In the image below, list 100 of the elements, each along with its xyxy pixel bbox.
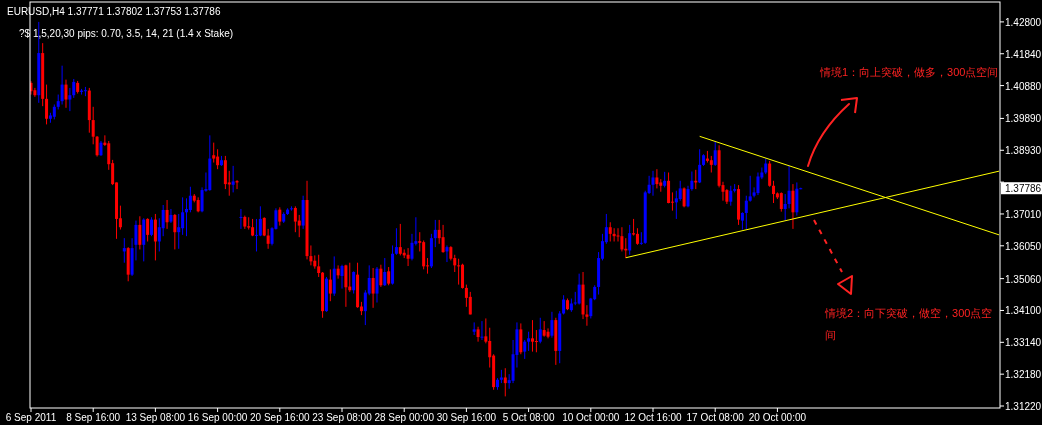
candlestick — [165, 199, 169, 230]
x-tick-label: 28 Sep 00:00 — [374, 412, 435, 423]
candlestick — [406, 247, 410, 267]
candlestick — [791, 183, 795, 230]
candlestick — [293, 205, 297, 233]
candlestick — [410, 233, 414, 261]
candlestick — [589, 297, 593, 319]
annotation: 情境1：向上突破，做多，300点空间 — [820, 66, 999, 78]
candlestick — [371, 267, 375, 309]
candlestick — [768, 160, 772, 188]
candlestick — [258, 205, 262, 237]
x-tick-label: 5 Oct 08:00 — [502, 412, 555, 423]
candlestick — [744, 195, 748, 230]
candlestick — [60, 65, 64, 105]
candlestick — [212, 142, 216, 164]
candlestick — [138, 215, 142, 250]
x-tick-label: 30 Sep 16:00 — [436, 412, 497, 423]
candlestick — [519, 322, 523, 355]
candlestick — [173, 213, 177, 250]
candlestick — [177, 213, 181, 250]
candlestick — [150, 216, 154, 237]
candlestick — [328, 268, 332, 302]
candlestick — [379, 264, 383, 288]
x-tick-label: 20 Sep 16:00 — [250, 412, 310, 423]
candlestick — [628, 224, 632, 256]
candlestick — [620, 226, 624, 252]
candlestick — [398, 223, 402, 256]
candlestick — [317, 254, 321, 278]
y-tick-label: 1.35060 — [1005, 273, 1042, 285]
candlestick — [181, 196, 185, 236]
candlestick — [146, 217, 150, 242]
candlestick — [530, 319, 534, 353]
candlestick — [729, 185, 733, 207]
candlestick — [185, 197, 188, 237]
candlestick — [523, 339, 527, 360]
candlestick — [476, 326, 480, 343]
y-tick-label: 1.38930 — [1005, 145, 1042, 157]
x-tick-label: 12 Oct 16:00 — [624, 412, 683, 423]
candlestick — [534, 329, 538, 353]
candlestick — [433, 219, 437, 248]
candlestick — [698, 148, 702, 184]
candlestick — [655, 168, 659, 189]
candlestick — [608, 221, 612, 242]
candlestick — [674, 190, 678, 220]
candlestick — [577, 273, 581, 306]
candlestick — [651, 170, 655, 197]
candlestick — [682, 186, 686, 208]
candlestick — [344, 264, 348, 308]
candlestick — [387, 266, 391, 286]
y-tick-label: 1.42800 — [1005, 16, 1042, 28]
candlestick — [153, 213, 157, 261]
candlestick — [188, 186, 192, 213]
candlestick — [678, 180, 682, 202]
y-tick-label: 1.34100 — [1005, 305, 1042, 317]
candlestick — [161, 204, 165, 237]
y-tick-label: 1.40880 — [1005, 80, 1042, 92]
candlestick — [457, 258, 461, 286]
candlestick — [503, 367, 507, 397]
y-tick-label: 1.36050 — [1005, 240, 1042, 252]
x-tick-label: 23 Sep 08:00 — [312, 412, 373, 423]
candlestick — [686, 185, 690, 208]
annotation: 情境2：向下突破，做空，300点空间 — [825, 307, 993, 341]
x-tick-label: 20 Oct 00:00 — [748, 412, 807, 423]
x-tick-label: 6 Sep 2011 — [5, 412, 57, 423]
candlestick — [340, 264, 344, 290]
candlestick — [787, 165, 791, 209]
x-tick-label: 8 Sep 16:00 — [66, 412, 121, 423]
y-tick-label: 1.31220 — [1005, 401, 1042, 413]
candlestick — [64, 79, 68, 109]
candlestick — [441, 224, 445, 254]
y-tick-label: 1.33140 — [1005, 337, 1042, 349]
candlestick — [231, 165, 235, 193]
candlestick — [480, 320, 484, 341]
candlestick — [546, 327, 550, 339]
candlestick — [122, 237, 126, 264]
y-tick-label: 1.37010 — [1005, 208, 1042, 220]
candlestick — [239, 208, 243, 230]
candlestick — [394, 227, 398, 256]
x-tick-label: 13 Sep 08:00 — [125, 412, 186, 423]
candlestick — [779, 191, 783, 213]
candlestick — [538, 317, 542, 344]
candlestick — [756, 171, 760, 196]
candlestick — [667, 171, 671, 204]
y-tick-label: 1.41840 — [1005, 48, 1042, 60]
price-label: 1.37786 — [1001, 182, 1042, 195]
title: EURUSD,H4 1.37771 1.37802 1.37753 1.37786 — [7, 6, 221, 17]
y-tick-label: 1.39890 — [1005, 113, 1042, 125]
x-tick-label: 17 Oct 08:00 — [686, 412, 745, 423]
candlestick — [289, 205, 293, 212]
candlestick — [795, 181, 799, 217]
candlestick — [461, 263, 465, 290]
candlestick — [550, 311, 554, 339]
candlestick — [527, 331, 531, 352]
candlestick — [169, 208, 173, 224]
candlestick — [383, 257, 387, 287]
candlestick — [639, 231, 643, 246]
candlestick — [352, 270, 356, 295]
candlestick — [713, 140, 717, 167]
candlestick — [748, 175, 752, 203]
y-tick-label: 1.32180 — [1005, 369, 1042, 381]
